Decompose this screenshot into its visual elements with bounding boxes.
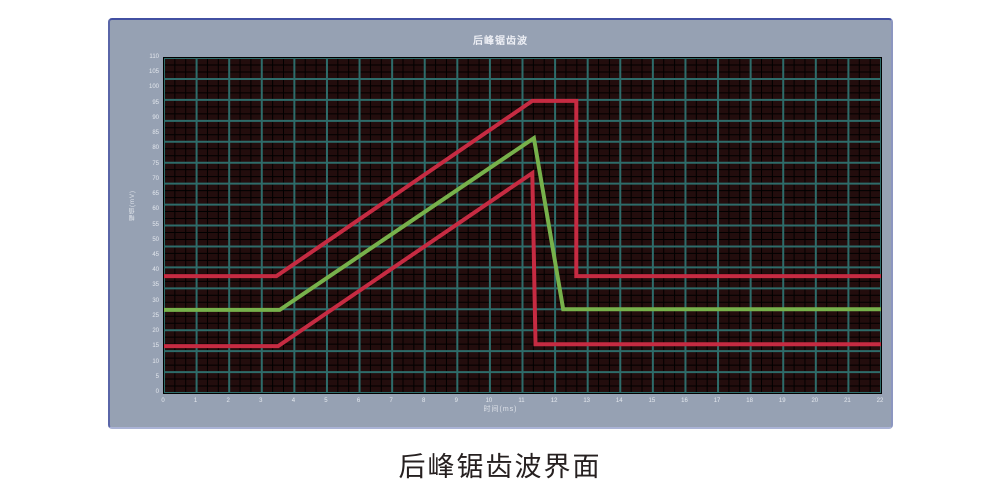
y-tick-label: 10 [152, 358, 159, 365]
y-tick-label: 30 [152, 297, 159, 304]
y-tick-label: 80 [152, 145, 159, 152]
x-tick-label: 13 [583, 398, 591, 404]
y-tick-label: 100 [148, 84, 159, 91]
y-tick-label: 75 [152, 160, 159, 167]
y-tick-label: 110 [149, 54, 159, 60]
x-tick-label: 9 [454, 398, 458, 404]
y-tick-label: 40 [152, 267, 159, 274]
y-axis-title: 幅值(mV) [130, 190, 136, 221]
y-tick-label: 90 [152, 114, 159, 121]
x-tick-label: 16 [681, 398, 688, 404]
x-tick-label: 18 [746, 398, 753, 404]
x-tick-label: 21 [844, 398, 851, 404]
y-tick-label: 105 [148, 69, 159, 76]
y-tick-label: 20 [152, 328, 159, 335]
x-tick-label: 7 [389, 398, 393, 404]
y-tick-label: 85 [152, 130, 159, 137]
panel-title: 后峰锯齿波 [473, 36, 528, 47]
y-tick-label: 65 [152, 191, 159, 198]
waveform-svg [164, 58, 881, 393]
x-tick-label: 12 [550, 398, 558, 404]
x-tick-label: 10 [485, 398, 493, 404]
x-tick-label: 1 [193, 398, 198, 404]
x-tick-label: 15 [648, 398, 656, 404]
x-tick-label: 20 [811, 398, 819, 404]
y-tick-label: 70 [152, 175, 159, 182]
x-tick-label: 3 [259, 398, 263, 404]
x-axis-title: 时间(ms) [483, 406, 518, 413]
waveform-plot-area [163, 57, 882, 394]
series-upper-limit-red [164, 98, 881, 279]
y-tick-label: 45 [152, 251, 159, 258]
x-tick-label: 8 [422, 398, 426, 404]
y-tick-label: 95 [152, 99, 159, 106]
x-tick-label: 17 [713, 398, 721, 404]
y-tick-label: 25 [152, 312, 159, 319]
x-tick-label: 6 [356, 398, 361, 404]
x-tick-label: 22 [876, 398, 884, 404]
y-tick-label: 0 [155, 389, 159, 395]
x-tick-label: 0 [161, 398, 165, 404]
x-tick-label: 2 [226, 398, 230, 404]
y-tick-label: 50 [152, 236, 159, 243]
y-tick-label: 5 [155, 373, 159, 380]
x-tick-label: 4 [291, 398, 296, 404]
series-sawtooth-green [164, 134, 881, 312]
figure-caption: 后峰锯齿波界面 [398, 452, 602, 482]
y-tick-label: 35 [152, 282, 159, 289]
x-tick-label: 14 [615, 398, 623, 404]
waveform-panel: 后峰锯齿波 幅值(mV) 110 105 100 95 90 85 80 75 70 65 60 55… [108, 18, 893, 429]
series-lower-limit-red [164, 169, 881, 349]
y-tick-label: 60 [152, 206, 159, 213]
x-tick-label: 19 [778, 398, 786, 404]
x-tick-label: 5 [324, 398, 328, 404]
y-tick-label: 15 [152, 343, 159, 350]
y-tick-label: 55 [152, 221, 159, 228]
x-tick-label: 11 [518, 398, 525, 404]
